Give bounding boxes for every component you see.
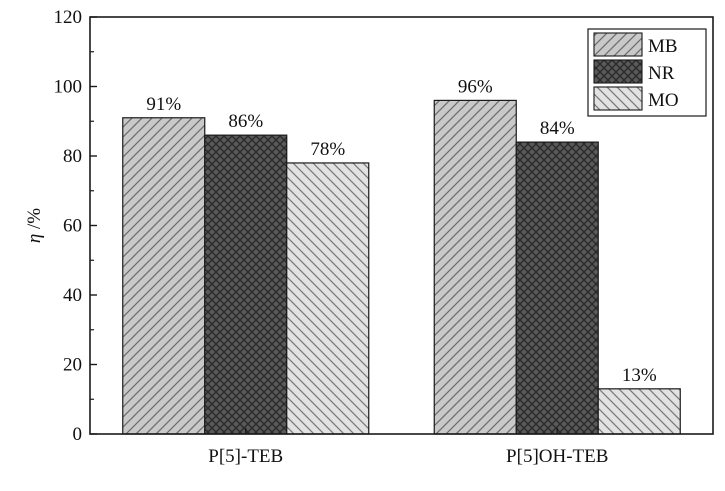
bar-nr-1 xyxy=(204,134,288,435)
y-axis-label: η /% xyxy=(24,208,45,243)
data-label-mo-1: 78% xyxy=(310,139,345,160)
legend-label-mo: MO xyxy=(648,90,679,111)
legend-label-mb: MB xyxy=(648,36,678,57)
x-axis-ticks: P[5]-TEB P[5]OH-TEB xyxy=(208,428,608,467)
legend-swatch-nr xyxy=(593,59,643,84)
bar-nr-2 xyxy=(515,141,599,435)
data-label-mo-2: 13% xyxy=(622,365,657,386)
y-tick-label: 40 xyxy=(63,285,82,306)
data-label-mb-2: 96% xyxy=(458,76,493,97)
data-label-nr-2: 84% xyxy=(540,118,575,139)
bars xyxy=(122,99,681,435)
data-label-mb-1: 91% xyxy=(146,94,181,115)
legend-swatch-mo xyxy=(593,86,643,111)
bar-value-labels: 91% 86% 78% 96% 84% 13% xyxy=(146,76,657,385)
x-tick-label: P[5]OH-TEB xyxy=(506,446,608,467)
bar-mb-1 xyxy=(122,117,206,435)
data-label-nr-1: 86% xyxy=(228,111,263,132)
bar-mo-2 xyxy=(597,388,681,435)
y-tick-label: 100 xyxy=(54,77,83,98)
y-tick-label: 0 xyxy=(73,424,83,445)
bar-mo-1 xyxy=(286,162,370,435)
y-tick-label: 60 xyxy=(63,216,82,237)
y-tick-label: 120 xyxy=(54,7,83,28)
bar-mb-2 xyxy=(433,99,517,435)
y-tick-label: 20 xyxy=(63,355,82,376)
legend: MB NR MO xyxy=(587,28,707,117)
plot-frame xyxy=(89,16,714,435)
legend-label-nr: NR xyxy=(648,63,675,84)
legend-swatch-mb xyxy=(593,32,643,57)
x-tick-label: P[5]-TEB xyxy=(208,446,283,467)
y-tick-label: 80 xyxy=(63,146,82,167)
